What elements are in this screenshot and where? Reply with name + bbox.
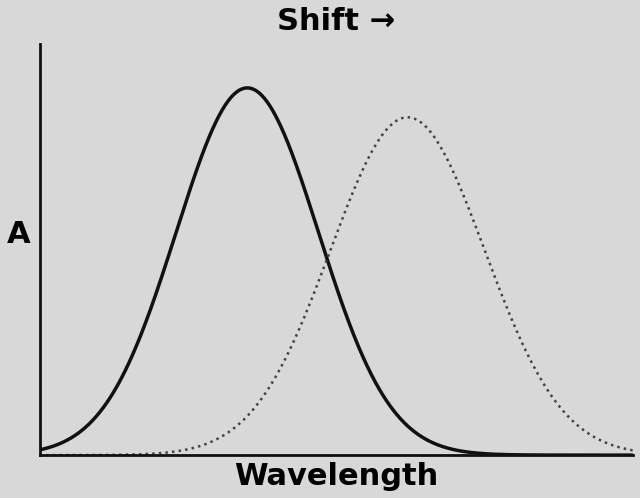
Y-axis label: A: A <box>7 221 31 249</box>
Title: Shift →: Shift → <box>277 7 396 36</box>
X-axis label: Wavelength: Wavelength <box>234 462 438 491</box>
